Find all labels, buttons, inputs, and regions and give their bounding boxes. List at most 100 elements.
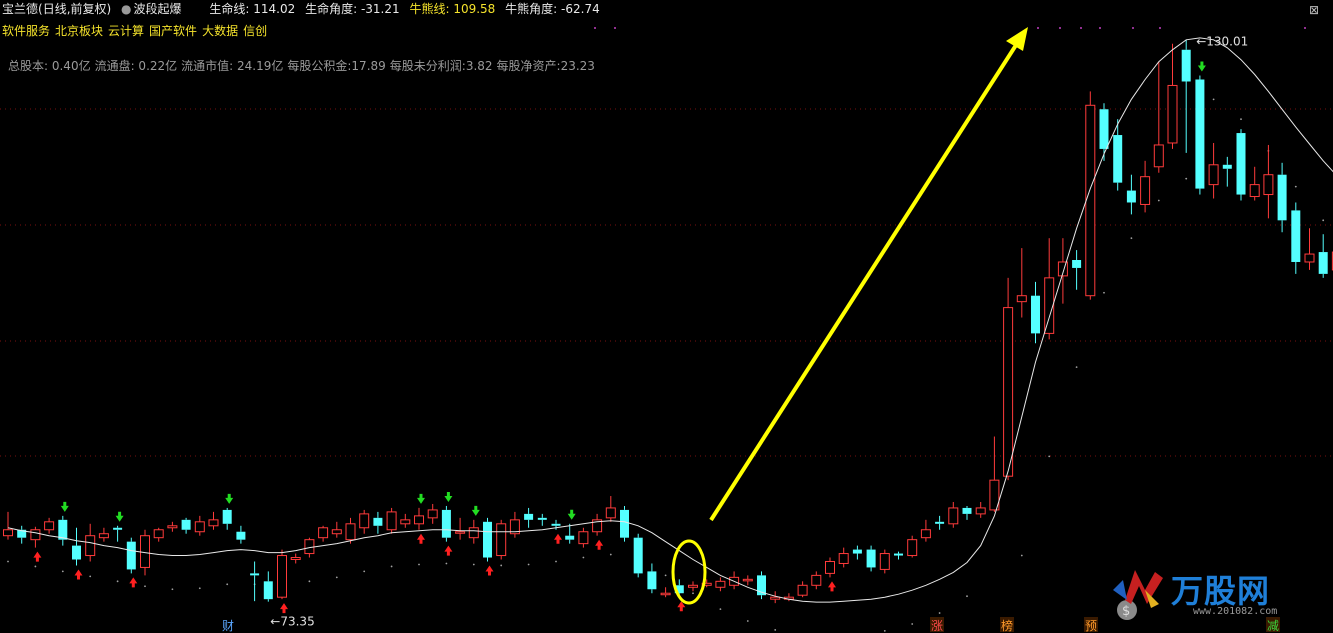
candle-body (427, 509, 438, 519)
candle (468, 519, 479, 544)
candle (400, 513, 411, 528)
candle-body (1044, 277, 1055, 334)
candle (153, 527, 164, 542)
candle (975, 501, 986, 518)
bull-bear-dot (1103, 291, 1105, 294)
candle-body (592, 519, 603, 533)
metric-lifeline: 生命线: 114.02 (209, 2, 295, 16)
concept-tag[interactable]: 信创 (243, 24, 268, 38)
indicator-name[interactable]: 波段起爆 (133, 2, 182, 16)
candle-body (345, 523, 356, 541)
event-marker-bg (1266, 617, 1280, 632)
candle-body (660, 592, 671, 596)
candle-body (1291, 210, 1301, 262)
sell-arrow-icon (60, 501, 69, 512)
candle-body (1208, 164, 1219, 186)
candle (1072, 250, 1082, 290)
top-dot (1159, 27, 1161, 29)
candle (715, 577, 726, 592)
candle-body (1222, 164, 1232, 169)
candle-body (633, 537, 643, 574)
candle (1318, 234, 1328, 278)
bull-bear-dot (774, 629, 777, 631)
high-price-label: ←130.01 (1196, 35, 1248, 49)
candle (194, 515, 205, 536)
candle-body (250, 573, 260, 576)
bull-bear-dot (363, 570, 366, 573)
candle (455, 517, 466, 540)
concept-tag[interactable]: 国产软件 (149, 24, 198, 38)
candle-body (455, 531, 466, 534)
fundamental-reserve: 每股公积金:17.89 (287, 59, 386, 73)
candle-body (1153, 144, 1164, 168)
candle-body (907, 539, 918, 557)
candle (578, 527, 589, 548)
buy-arrow-icon (280, 603, 288, 614)
candle-body (318, 527, 329, 539)
candle-body (797, 584, 808, 596)
indicator-settings-icon[interactable]: ● (121, 2, 132, 16)
concept-tag[interactable]: 大数据 (202, 24, 239, 38)
candle-body (208, 519, 219, 527)
event-markers: 财涨榜预减 (221, 617, 1280, 633)
buy-arrow-icon (677, 601, 686, 612)
candlestick-series (3, 39, 1333, 604)
bull-bear-dot (1294, 185, 1297, 188)
metric-life-angle: 生命角度: -31.21 (305, 2, 400, 16)
metric-bull-bear-angle: 牛熊角度: -62.74 (505, 2, 600, 16)
candle (208, 511, 219, 530)
metric-bull-bear-line: 牛熊线: 109.58 (409, 2, 495, 16)
buy-arrow-icon (554, 533, 562, 544)
candle (811, 571, 822, 590)
candle (58, 515, 68, 546)
trend-arrow-head (1006, 27, 1028, 51)
candle-body (1016, 295, 1027, 303)
candle (1016, 248, 1027, 318)
bull-bear-dot (171, 588, 174, 591)
candle-body (825, 560, 835, 574)
candle (1113, 119, 1123, 191)
candle (30, 526, 41, 548)
watermark-url: www.201082.com (1193, 606, 1278, 617)
candle (1140, 160, 1151, 213)
bull-bear-dot (418, 563, 420, 566)
bull-bear-dot (1212, 98, 1215, 101)
close-icon[interactable]: ⊠ (1308, 3, 1319, 17)
candle (1249, 166, 1260, 201)
candle-body (578, 531, 589, 545)
concept-tag[interactable]: 软件服务 (2, 24, 51, 38)
candle-body (1263, 174, 1274, 196)
top-dot (1037, 27, 1039, 29)
stock-name[interactable]: 宝兰德 (2, 2, 39, 16)
candle (72, 527, 81, 566)
bull-bear-dot (938, 612, 941, 614)
candle-body (620, 509, 629, 538)
bull-bear-dot (582, 556, 585, 559)
svg-text:$: $ (1122, 604, 1130, 619)
candle (524, 507, 534, 528)
candle (620, 505, 629, 542)
concept-tag[interactable]: 云计算 (108, 24, 145, 38)
candle (85, 523, 96, 562)
sell-arrow-icon (417, 493, 425, 504)
candle-body (565, 535, 575, 540)
concept-tag[interactable]: 北京板块 (55, 24, 104, 38)
candle (1304, 228, 1315, 270)
candle-body (1140, 176, 1151, 205)
candle (1057, 238, 1068, 304)
chart-mode[interactable]: (日线,前复权) (38, 2, 112, 16)
top-dot (1080, 27, 1082, 29)
candle-body (236, 531, 246, 540)
chart-grid (0, 108, 1333, 457)
candle (3, 511, 13, 540)
candle (113, 525, 123, 542)
event-marker-bg (221, 617, 235, 632)
event-marker: 减 (1267, 619, 1279, 633)
sell-arrow-icon (115, 511, 124, 522)
candle-body (537, 517, 547, 520)
candle (742, 575, 753, 586)
candle-body (894, 553, 903, 556)
candle (1263, 144, 1274, 219)
sell-arrow-icon (444, 491, 453, 502)
